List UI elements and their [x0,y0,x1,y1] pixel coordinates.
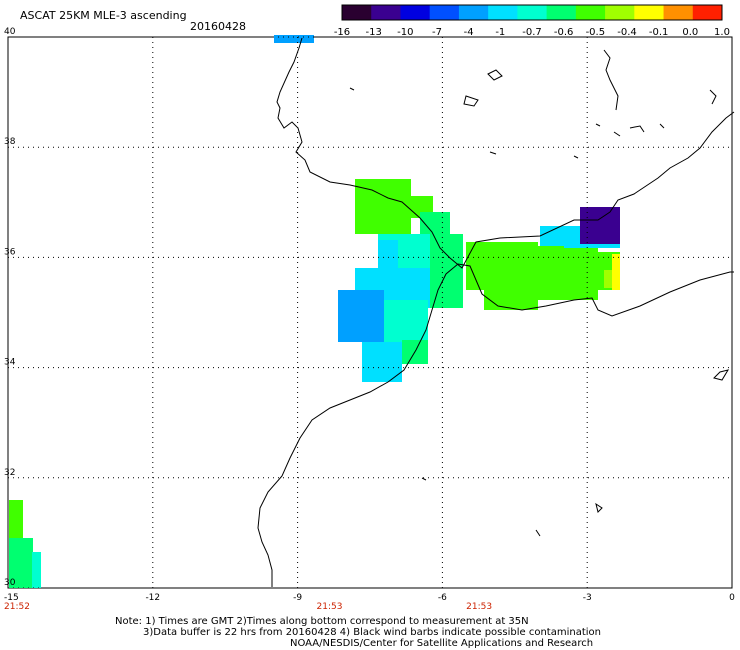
colorbar-swatch [663,5,694,20]
gridlines [7,36,733,589]
footer-note-line3: NOAA/NESDIS/Center for Satellite Applica… [290,638,594,649]
colorbar: -16 -13 -10 -7 -4 -1 -0.7 -0.6 -0.5 -0.4 -0.1 0.0 1.… [334,4,730,38]
longitude-labels: -15 -12 -9 -6 -3 0 [4,593,735,603]
coastline-islet [349,87,355,91]
time-labels: 21:52 21:53 21:53 [4,602,492,612]
colorbar-tick-label: -0.6 [554,27,574,38]
swath-cell [360,290,384,342]
colorbar-swatch [429,5,460,20]
coastline-islet [535,529,541,537]
lat-tick-label: 34 [4,358,16,368]
colorbar-tick-label: -10 [397,27,413,38]
lon-tick-label: -9 [293,593,302,603]
product-date: 20160428 [190,20,246,33]
swath-cell [355,179,411,234]
coastline-islet [613,131,621,137]
colorbar-swatch [342,5,372,20]
coastline-iberia [276,37,735,269]
colorbar-tick-label: 1.0 [714,27,730,38]
coastline-islet [573,155,579,159]
swath-cell [612,254,620,290]
coastline-sicily [713,369,730,381]
swath-cell [274,35,314,43]
swath-cell [580,207,620,244]
lon-tick-label: -6 [438,593,447,603]
swath-cell [338,290,360,342]
coastline-islet [595,502,603,513]
colorbar-swatch [458,5,489,20]
colorbar-tick-label: -13 [365,27,381,38]
swath-cell [9,538,33,588]
lon-tick-label: 0 [729,593,735,603]
lon-tick-label: -15 [4,593,19,603]
island-ibiza [463,95,479,107]
footer-note-line1: Note: 1) Times are GMT 2)Times along bot… [115,616,529,627]
time-label: 21:53 [317,602,343,612]
swath-cell [484,290,538,310]
latitude-labels: 40 38 36 34 32 30 [4,27,16,588]
swath-cell [538,246,598,300]
colorbar-swatch [400,5,431,20]
colorbar-swatch [692,5,723,20]
colorbar-tick-label: -7 [432,27,442,38]
colorbar-tick-label: -0.5 [586,27,606,38]
coastline-islet [595,123,601,127]
lat-tick-label: 38 [4,137,16,147]
coastline-islet [709,89,717,105]
coastline-islet [659,123,665,129]
colorbar-swatch [605,5,635,20]
product-title: ASCAT 25KM MLE-3 ascending [20,9,187,22]
time-label: 21:52 [4,602,30,612]
colorbar-tick-label: -0.1 [649,27,669,38]
lat-tick-label: 32 [4,468,15,478]
swath-cell [362,342,402,382]
colorbar-tick-label: -0.7 [522,27,542,38]
colorbar-labels: -16 -13 -10 -7 -4 -1 -0.7 -0.6 -0.5 -0.4 -0.1 0.0 1.… [334,27,730,38]
coastline-islet [421,477,427,481]
swath-cells [9,35,620,588]
colorbar-tick-label: 0.0 [682,27,698,38]
colorbar-tick-label: -16 [334,27,350,38]
lat-tick-label: 36 [4,247,16,257]
colorbar-swatches [341,4,723,21]
colorbar-swatch [575,5,606,20]
lat-tick-label: 40 [4,27,16,37]
coastline-islet [489,151,497,155]
swath-cell [466,242,538,290]
swath-cell [9,500,23,540]
colorbar-tick-label: -4 [464,27,474,38]
coastline-africa [257,263,734,587]
colorbar-swatch [634,5,665,20]
lon-tick-label: -3 [583,593,592,603]
colorbar-swatch [371,5,401,20]
colorbar-swatch [517,5,548,20]
footer-note-line2: 3)Data buffer is 22 hrs from 20160428 4)… [143,627,601,638]
colorbar-swatch [488,5,518,20]
island-mallorca [487,69,503,81]
swath-cell [32,552,41,588]
coastline-corsica [603,49,619,111]
coastlines [257,37,735,587]
swath-cell [604,270,612,288]
time-label: 21:53 [466,602,492,612]
colorbar-tick-label: -0.4 [617,27,637,38]
colorbar-frame [341,4,723,21]
colorbar-swatch [546,5,577,20]
swath-cell [430,234,463,308]
lon-tick-label: -12 [145,593,160,603]
colorbar-tick-label: -1 [495,27,505,38]
coastline-islet [629,125,645,133]
lat-tick-label: 30 [4,578,16,588]
